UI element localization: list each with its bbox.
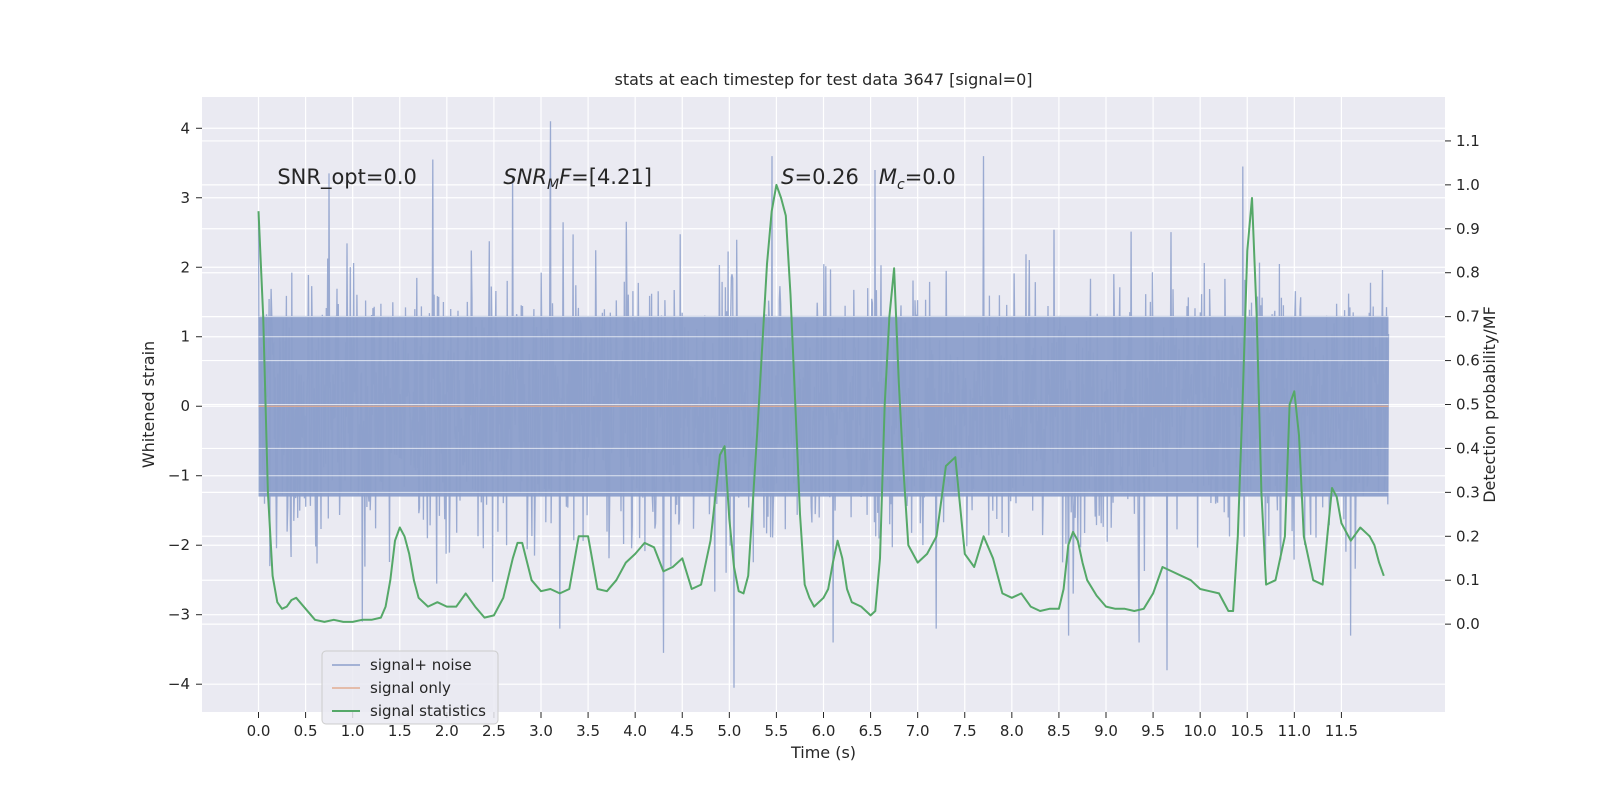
y2-tick-label: 1.1 <box>1456 132 1480 150</box>
y-tick-label: −3 <box>168 606 190 624</box>
y-tick-label: 3 <box>180 189 190 207</box>
y-tick-label: −2 <box>168 536 190 554</box>
y2-tick-label: 0.3 <box>1456 483 1480 501</box>
y-axis-label: Whitened strain <box>139 341 158 468</box>
x-tick-label: 0.0 <box>247 722 271 740</box>
y-tick-label: 2 <box>180 258 190 276</box>
x-tick-label: 6.0 <box>812 722 836 740</box>
x-tick-label: 2.0 <box>435 722 459 740</box>
annotation-s-mc: S=0.26 Mc=0.0 <box>781 165 956 193</box>
x-tick-label: 7.5 <box>953 722 977 740</box>
y-tick-label: 0 <box>180 397 190 415</box>
x-tick-label: 0.5 <box>294 722 318 740</box>
x-tick-label: 1.5 <box>388 722 412 740</box>
x-tick-label: 11.5 <box>1325 722 1358 740</box>
series-layer <box>257 121 1390 688</box>
x-tick-label: 3.0 <box>529 722 553 740</box>
x-tick-label: 4.5 <box>670 722 694 740</box>
annotation-snr-opt: SNR_opt=0.0 <box>277 165 417 190</box>
x-tick-label: 11.0 <box>1278 722 1311 740</box>
y-axis-ticks: −4 −3 −2 −1 0 1 2 3 4 <box>168 119 202 693</box>
x-tick-label: 8.0 <box>1000 722 1024 740</box>
y2-tick-label: 0.7 <box>1456 308 1480 326</box>
y-tick-label: 1 <box>180 328 190 346</box>
x-tick-label: 6.5 <box>859 722 883 740</box>
y2-tick-label: 0.6 <box>1456 352 1480 370</box>
y2-tick-label: 0.0 <box>1456 615 1480 633</box>
annotation-snr-mf: SNRMF=[4.21] <box>503 165 652 193</box>
y2-tick-label: 0.5 <box>1456 396 1480 414</box>
y2-tick-label: 0.4 <box>1456 439 1480 457</box>
y-tick-label: −4 <box>168 675 190 693</box>
x-tick-label: 1.0 <box>341 722 365 740</box>
legend-box <box>321 650 499 725</box>
x-tick-label: 5.5 <box>764 722 788 740</box>
legend-entry: signal+ noise <box>370 656 472 674</box>
x-tick-label: 2.5 <box>482 722 506 740</box>
legend-entry: signal statistics <box>370 702 486 720</box>
y2-tick-label: 0.9 <box>1456 220 1480 238</box>
x-tick-label: 10.5 <box>1231 722 1264 740</box>
y2-axis-ticks: 0.0 0.1 0.2 0.3 0.4 0.5 0.6 0.7 0.8 0.9 1.0 1.1 <box>1445 132 1480 633</box>
x-tick-label: 10.0 <box>1183 722 1216 740</box>
x-tick-label: 4.0 <box>623 722 647 740</box>
x-tick-label: 3.5 <box>576 722 600 740</box>
x-tick-label: 8.5 <box>1047 722 1071 740</box>
x-axis-label: Time (s) <box>790 743 856 762</box>
annotations: SNR_opt=0.0 SNRMF=[4.21] S=0.26 Mc=0.0 <box>277 165 955 193</box>
y2-tick-label: 0.8 <box>1456 264 1480 282</box>
chart-title: stats at each timestep for test data 364… <box>614 70 1032 89</box>
x-tick-label: 9.5 <box>1141 722 1165 740</box>
y-tick-label: −1 <box>168 467 190 485</box>
x-tick-label: 5.0 <box>717 722 741 740</box>
legend: signal+ noise signal only signal statistic… <box>321 650 499 725</box>
x-tick-label: 7.0 <box>906 722 930 740</box>
y2-tick-label: 0.2 <box>1456 527 1480 545</box>
y2-tick-label: 0.1 <box>1456 571 1480 589</box>
series-signal-statistics-line <box>257 183 1385 623</box>
legend-entry: signal only <box>370 679 451 697</box>
x-tick-label: 9.0 <box>1094 722 1118 740</box>
x-axis-ticks: 0.0 0.5 1.0 1.5 2.0 2.5 3.0 3.5 4.0 4.5 5.0 5.5 6.0 6… <box>247 712 1358 740</box>
y2-tick-label: 1.0 <box>1456 176 1480 194</box>
y2-axis-label: Detection probability/MF <box>1480 306 1499 503</box>
y-tick-label: 4 <box>180 119 190 137</box>
